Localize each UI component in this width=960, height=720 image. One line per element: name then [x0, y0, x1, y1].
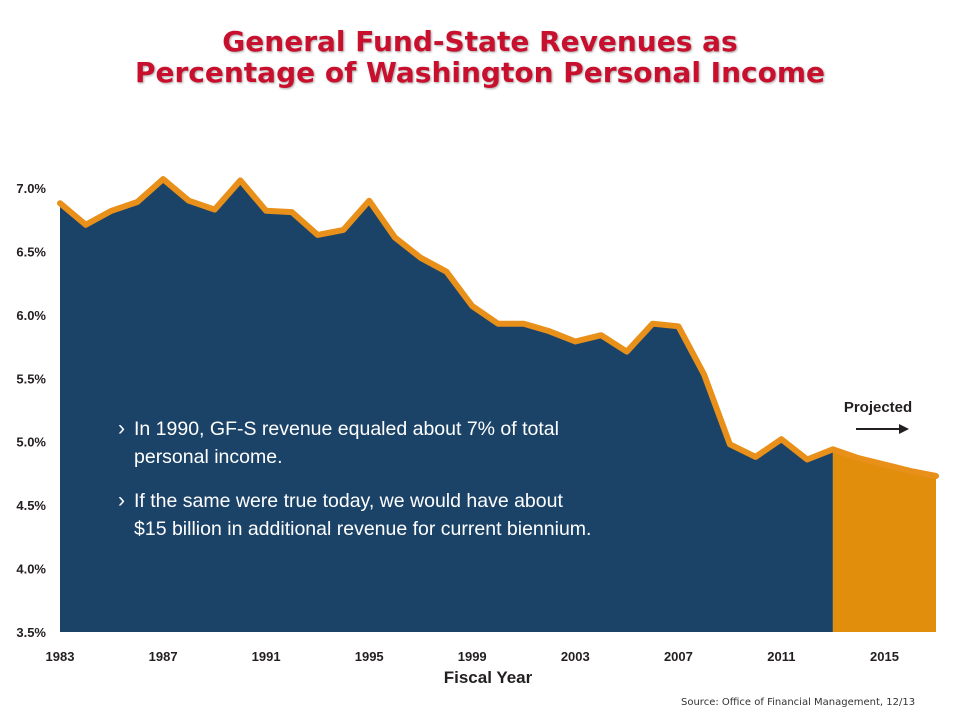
data-point-1989 — [212, 207, 217, 212]
callout-2-line-1: If the same were true today, we would ha… — [134, 490, 563, 512]
callout-1-line-2: personal income. — [134, 446, 283, 468]
data-point-2002 — [547, 329, 552, 334]
projected-arrow-icon — [856, 424, 909, 434]
y-tick-label: 4.0% — [16, 562, 46, 577]
data-point-1994 — [341, 227, 346, 232]
bullet-icon: › — [118, 489, 125, 512]
data-point-1990 — [238, 178, 243, 183]
data-point-2007 — [676, 324, 681, 329]
y-tick-label: 4.5% — [16, 498, 46, 513]
x-tick-label: 2003 — [561, 649, 590, 664]
data-point-1987 — [161, 177, 166, 182]
title-line-1: General Fund-State Revenues as — [222, 25, 738, 58]
x-axis-title: Fiscal Year — [444, 668, 533, 687]
data-point-2008 — [702, 372, 707, 377]
axes: Fiscal Year 7.0% 6.5% 6.0% 5.5% 5.0% 4.5% 4.0%… — [16, 181, 899, 687]
callout-2-line-2: $15 billion in additional revenue for cu… — [134, 518, 591, 540]
data-point-1999 — [470, 304, 475, 308]
y-tick-label: 6.0% — [16, 308, 46, 323]
x-tick-label: 2011 — [767, 649, 795, 664]
data-point-1984 — [83, 222, 88, 227]
x-tick-label: 1983 — [46, 649, 75, 664]
projected-point-2017 — [934, 474, 938, 478]
data-point-1991 — [264, 208, 269, 213]
x-tick-label: 2007 — [664, 649, 693, 664]
data-point-1986 — [135, 200, 140, 204]
x-tick-label: 1991 — [252, 649, 281, 664]
data-point-1992 — [289, 210, 294, 215]
y-tick-label: 3.5% — [16, 625, 46, 640]
x-tick-label: 1999 — [458, 649, 487, 664]
projected-point-2016 — [908, 468, 913, 473]
data-point-2000 — [496, 321, 500, 326]
y-tick-label: 5.0% — [16, 435, 46, 450]
data-point-2011 — [779, 437, 784, 442]
data-point-1993 — [315, 232, 320, 237]
callout-1-line-1: In 1990, GF-S revenue equaled about 7% o… — [134, 418, 559, 440]
title-line-2: Percentage of Washington Personal Income — [134, 56, 826, 89]
callout-1: › In 1990, GF-S revenue equaled about 7%… — [118, 417, 559, 468]
slide-title: General Fund-State Revenues as Percentag… — [0, 26, 960, 88]
x-tick-label: 1987 — [149, 649, 178, 664]
data-point-2005 — [624, 349, 629, 354]
data-point-2004 — [599, 333, 604, 338]
projected-point-2015 — [882, 462, 887, 467]
y-tick-label: 5.5% — [16, 371, 46, 386]
data-point-2003 — [573, 339, 578, 344]
data-point-2009 — [727, 442, 732, 447]
data-point-1983 — [58, 201, 62, 206]
data-point-1985 — [109, 208, 114, 213]
projected-point-2014 — [856, 456, 861, 461]
source-note: Source: Office of Financial Management, … — [681, 697, 916, 708]
x-tick-label: 2015 — [870, 649, 899, 664]
data-point-2001 — [521, 321, 526, 326]
data-point-1997 — [418, 255, 423, 260]
plot-area — [57, 176, 939, 632]
annotation-layer: Projected › In 1990, GF-S revenue equale… — [118, 399, 912, 540]
projected-label: Projected — [844, 399, 912, 416]
x-tick-label: 1995 — [355, 649, 384, 664]
data-point-2012 — [805, 457, 810, 462]
data-point-1995 — [367, 198, 372, 203]
callout-2: › If the same were true today, we would … — [118, 489, 591, 540]
bullet-icon: › — [118, 417, 125, 440]
data-point-2010 — [753, 454, 758, 459]
data-point-1988 — [186, 198, 191, 203]
data-point-1998 — [444, 269, 449, 274]
historical-area — [60, 179, 833, 632]
y-tick-label: 7.0% — [16, 181, 46, 196]
data-point-1996 — [392, 235, 397, 240]
projected-area — [832, 449, 936, 632]
projected-point-2013 — [830, 447, 835, 452]
y-tick-label: 6.5% — [16, 244, 46, 259]
data-point-2006 — [650, 321, 655, 326]
